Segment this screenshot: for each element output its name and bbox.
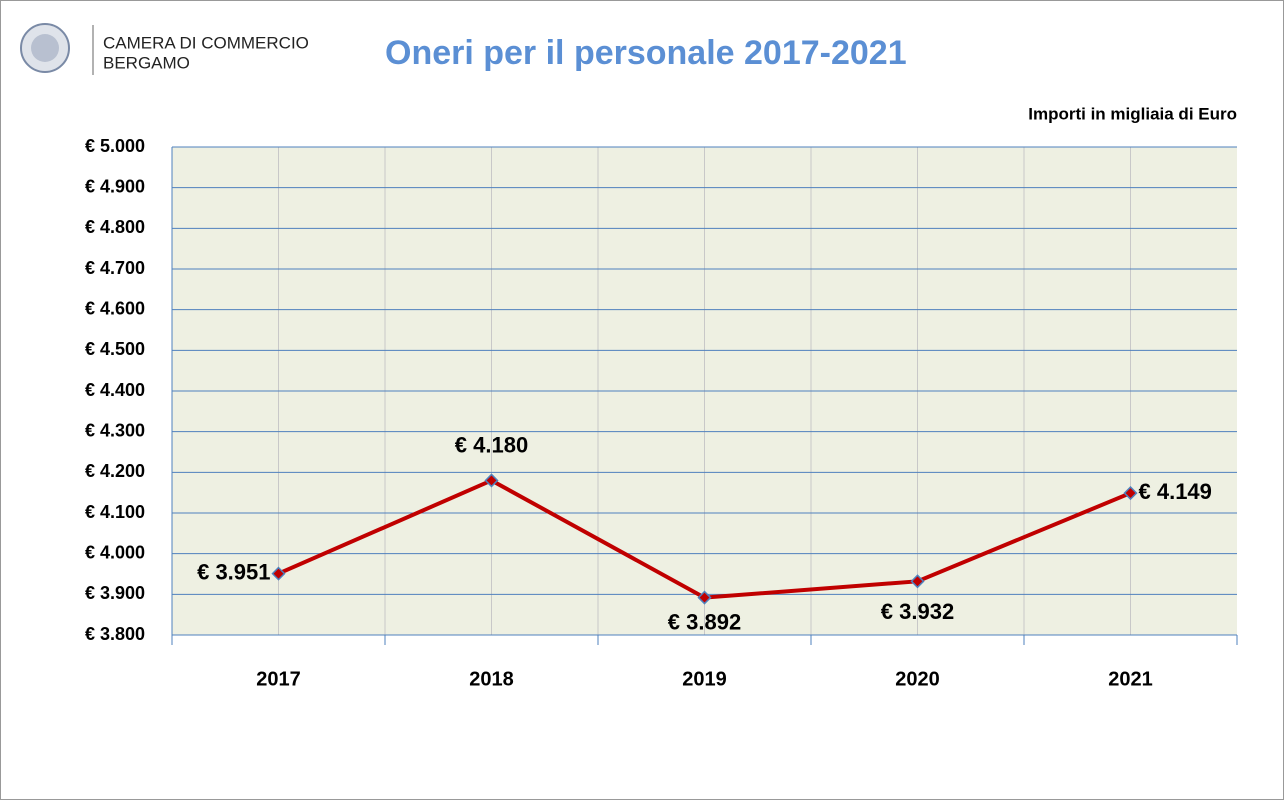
y-tick-label: € 4.400: [85, 380, 145, 400]
y-tick-label: € 3.900: [85, 583, 145, 603]
x-tick-label: 2021: [1108, 668, 1153, 690]
data-point: [910, 574, 925, 589]
data-point: [484, 473, 499, 488]
y-tick-label: € 4.300: [85, 420, 145, 440]
data-label: € 3.932: [881, 599, 954, 624]
logo: CAMERA DI COMMERCIO BERGAMO: [20, 23, 309, 75]
x-tick-label: 2020: [895, 668, 940, 690]
y-tick-label: € 4.700: [85, 258, 145, 278]
x-tick-label: 2017: [256, 668, 301, 690]
y-tick-label: € 3.800: [85, 624, 145, 644]
data-point: [271, 566, 286, 581]
data-label: € 4.149: [1139, 479, 1212, 504]
y-tick-label: € 4.500: [85, 339, 145, 359]
logo-text: BERGAMO: [103, 53, 190, 72]
x-tick-label: 2019: [682, 668, 727, 690]
data-label: € 4.180: [455, 432, 528, 457]
y-tick-label: € 4.800: [85, 217, 145, 237]
chart-title: Oneri per il personale 2017-2021: [385, 34, 907, 72]
logo-text: CAMERA DI COMMERCIO: [103, 33, 309, 52]
y-tick-label: € 4.200: [85, 461, 145, 481]
y-tick-label: € 4.900: [85, 176, 145, 196]
data-label: € 3.951: [197, 559, 270, 584]
logo-emblem-inner: [31, 34, 59, 62]
x-tick-label: 2018: [469, 668, 514, 690]
y-tick-label: € 4.100: [85, 502, 145, 522]
chart-subtitle: Importi in migliaia di Euro: [1028, 104, 1237, 123]
data-point: [697, 590, 712, 605]
data-label: € 3.892: [668, 609, 741, 634]
y-tick-label: € 4.600: [85, 298, 145, 318]
data-point: [1123, 486, 1138, 501]
y-tick-label: € 5.000: [85, 136, 145, 156]
y-tick-label: € 4.000: [85, 542, 145, 562]
